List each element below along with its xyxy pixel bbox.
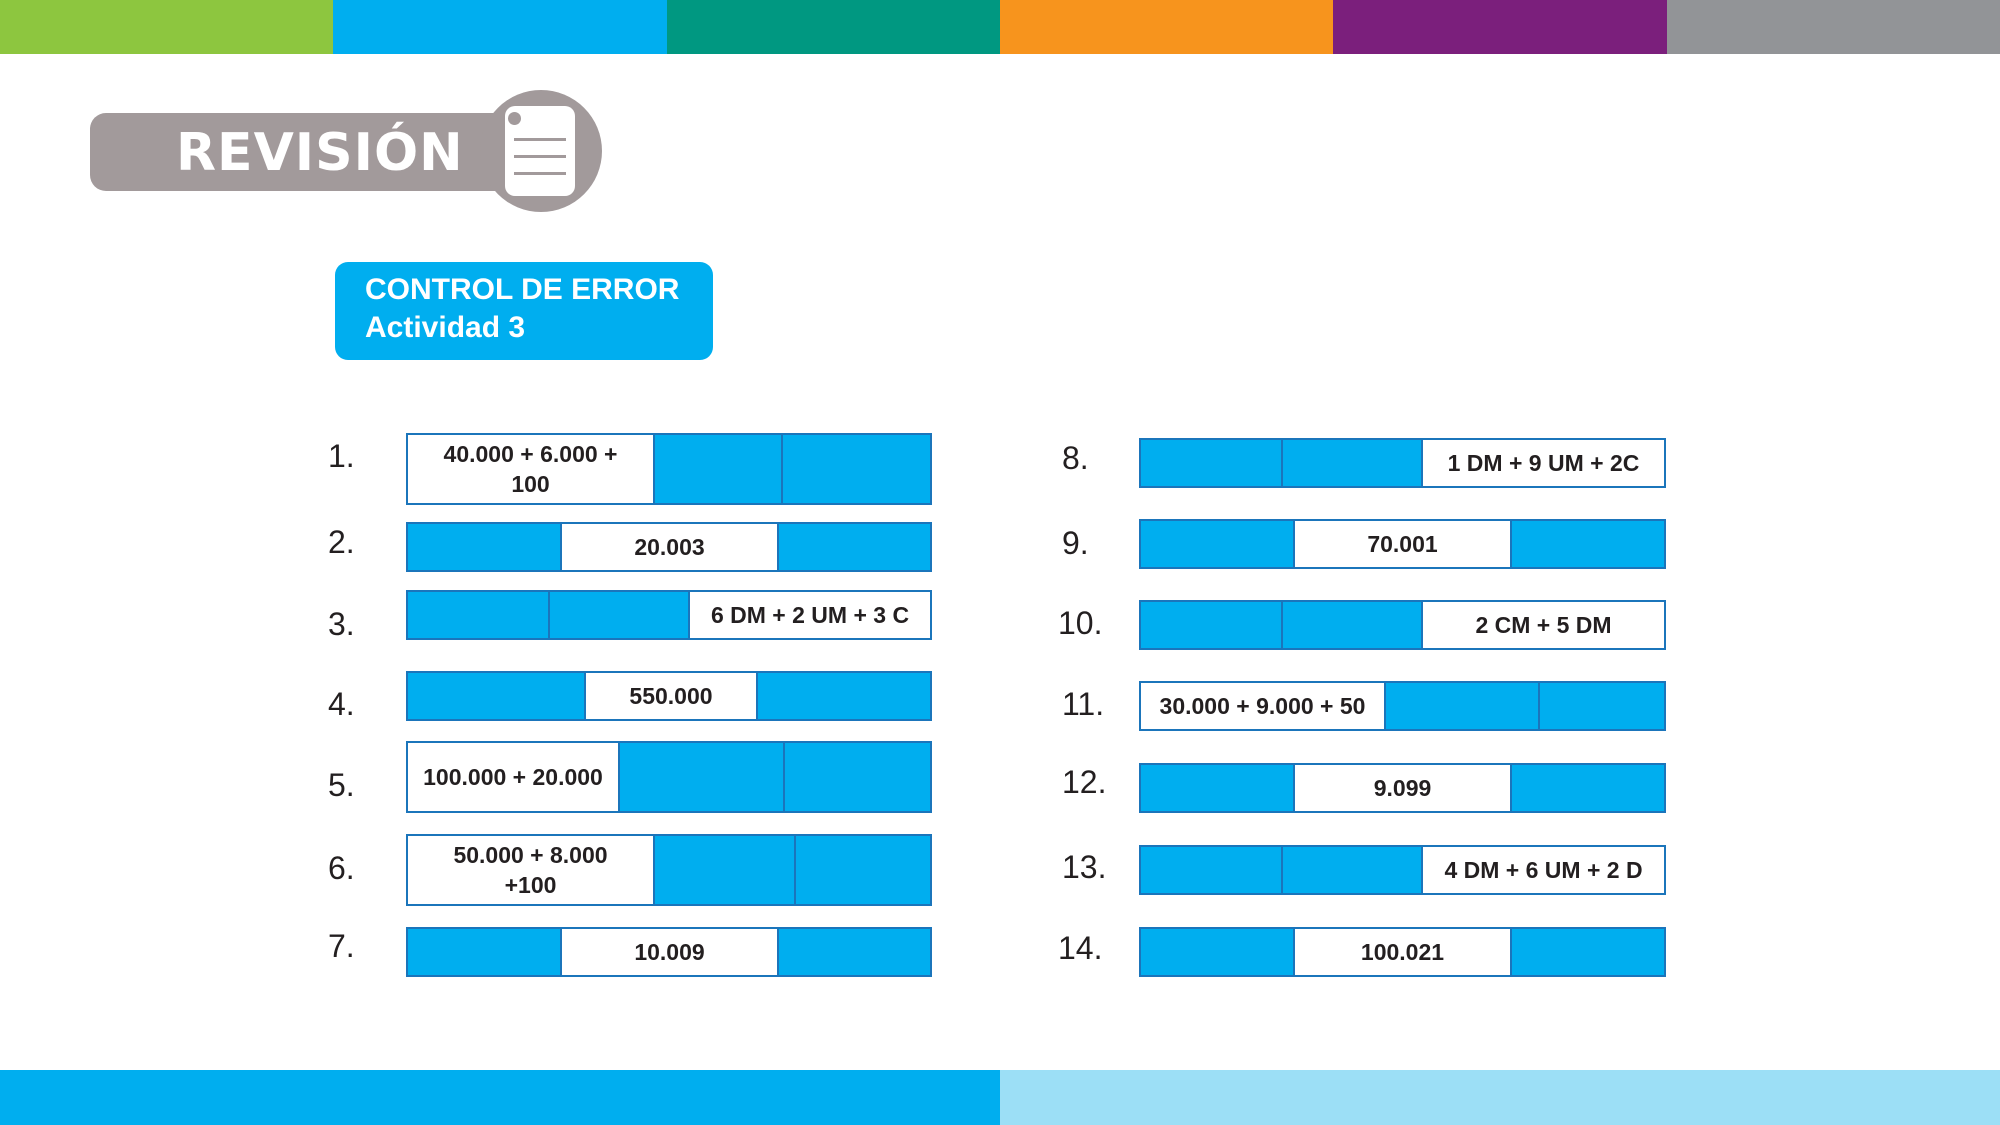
bar-empty-segment[interactable]	[781, 435, 930, 503]
revision-banner	[90, 113, 530, 191]
bar-empty-segment[interactable]	[794, 836, 930, 904]
bar-empty-segment[interactable]	[1141, 765, 1293, 811]
bar-empty-segment[interactable]	[779, 929, 930, 975]
bar-text-box: 100.021	[1293, 929, 1512, 975]
bar-text-box: 9.099	[1293, 765, 1512, 811]
item-number: 8.	[1062, 440, 1089, 476]
bar-empty-segment[interactable]	[1281, 440, 1421, 486]
stripe-purple	[1333, 0, 1667, 54]
bottom-color-stripe	[0, 1070, 2000, 1125]
item-number: 12.	[1062, 764, 1107, 800]
item-number: 14.	[1058, 930, 1103, 966]
bar-empty-segment[interactable]	[1141, 521, 1293, 567]
bar-empty-segment[interactable]	[1386, 683, 1538, 729]
bar-empty-segment[interactable]	[1538, 683, 1664, 729]
number-bar: 30.000 + 9.000 + 50	[1139, 681, 1666, 731]
bar-text-box: 4 DM + 6 UM + 2 D	[1421, 847, 1664, 893]
bar-empty-segment[interactable]	[408, 592, 548, 638]
number-bar: 4 DM + 6 UM + 2 D	[1139, 845, 1666, 895]
number-bar: 9.099	[1139, 763, 1666, 813]
item-number: 2.	[328, 524, 355, 560]
bar-empty-segment[interactable]	[655, 435, 781, 503]
bar-empty-segment[interactable]	[655, 836, 794, 904]
bar-empty-segment[interactable]	[1281, 847, 1421, 893]
bar-text-box: 2 CM + 5 DM	[1421, 602, 1664, 648]
number-bar: 2 CM + 5 DM	[1139, 600, 1666, 650]
document-icon	[505, 106, 575, 196]
item-number: 3.	[328, 606, 355, 642]
bar-empty-segment[interactable]	[1512, 929, 1664, 975]
bar-empty-segment[interactable]	[408, 524, 560, 570]
bar-text-box: 70.001	[1293, 521, 1512, 567]
bar-empty-segment[interactable]	[408, 929, 560, 975]
top-color-stripe	[0, 0, 2000, 54]
number-bar: 100.000 + 20.000	[406, 741, 932, 813]
item-number: 10.	[1058, 605, 1103, 641]
number-bar: 50.000 + 8.000 +100	[406, 834, 932, 906]
bar-text-box: 10.009	[560, 929, 779, 975]
item-number: 13.	[1062, 849, 1107, 885]
item-number: 7.	[328, 928, 355, 964]
number-bar: 40.000 + 6.000 + 100	[406, 433, 932, 505]
bar-empty-segment[interactable]	[1141, 847, 1281, 893]
bar-empty-segment[interactable]	[779, 524, 930, 570]
item-number: 1.	[328, 438, 355, 474]
bar-empty-segment[interactable]	[783, 743, 930, 811]
number-bar: 20.003	[406, 522, 932, 572]
bar-empty-segment[interactable]	[1141, 602, 1281, 648]
number-bar: 550.000	[406, 671, 932, 721]
item-number: 4.	[328, 686, 355, 722]
bar-empty-segment[interactable]	[408, 673, 584, 719]
bar-text-box: 20.003	[560, 524, 779, 570]
number-bar: 70.001	[1139, 519, 1666, 569]
number-bar: 100.021	[1139, 927, 1666, 977]
bar-text-box: 40.000 + 6.000 + 100	[408, 435, 655, 503]
bar-text-box: 6 DM + 2 UM + 3 C	[688, 592, 930, 638]
number-bar: 6 DM + 2 UM + 3 C	[406, 590, 932, 640]
item-number: 9.	[1062, 525, 1089, 561]
bar-text-box: 50.000 + 8.000 +100	[408, 836, 655, 904]
control-de-error-badge: CONTROL DE ERROR Actividad 3	[335, 262, 713, 360]
bar-empty-segment[interactable]	[620, 743, 783, 811]
bar-empty-segment[interactable]	[1512, 521, 1664, 567]
bar-text-box: 100.000 + 20.000	[408, 743, 620, 811]
bar-text-box: 1 DM + 9 UM + 2C	[1421, 440, 1664, 486]
bar-empty-segment[interactable]	[1141, 929, 1293, 975]
stripe-gray	[1666, 0, 2000, 54]
bar-empty-segment[interactable]	[548, 592, 688, 638]
control-title: CONTROL DE ERROR	[365, 273, 680, 306]
activity-label: Actividad 3	[365, 311, 526, 344]
revision-title: REVISIÓN	[176, 123, 464, 183]
number-bar: 10.009	[406, 927, 932, 977]
stripe-blue	[333, 0, 667, 54]
bar-empty-segment[interactable]	[1141, 440, 1281, 486]
bar-empty-segment[interactable]	[1512, 765, 1664, 811]
stripe-green	[0, 0, 334, 54]
item-number: 5.	[328, 767, 355, 803]
number-bar: 1 DM + 9 UM + 2C	[1139, 438, 1666, 488]
stripe-teal	[666, 0, 1000, 54]
stripe-orange	[999, 0, 1334, 54]
stripe-blue-dark	[0, 1070, 1000, 1125]
bar-text-box: 30.000 + 9.000 + 50	[1141, 683, 1386, 729]
item-number: 6.	[328, 850, 355, 886]
item-number: 11.	[1062, 686, 1105, 722]
bar-text-box: 550.000	[584, 673, 758, 719]
bar-empty-segment[interactable]	[1281, 602, 1421, 648]
bar-empty-segment[interactable]	[758, 673, 930, 719]
stripe-blue-light	[1000, 1070, 2000, 1125]
